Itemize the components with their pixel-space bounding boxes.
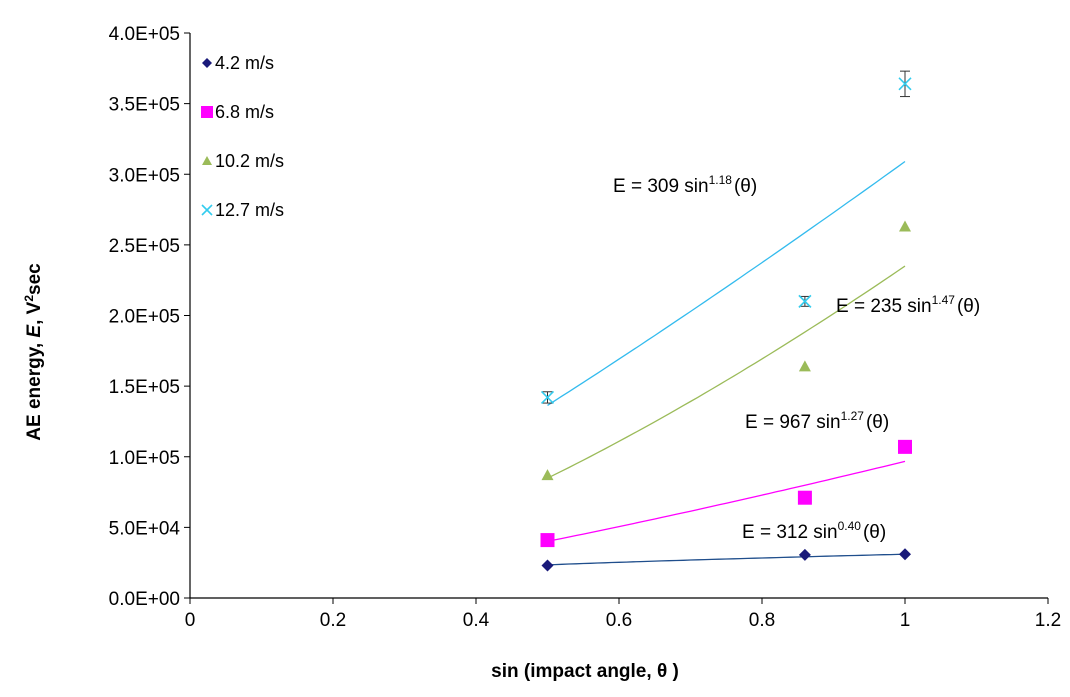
equation-10-2-suffix: (θ) xyxy=(957,296,980,317)
legend-marker-12-7-m-s xyxy=(201,204,213,216)
y-axis-title-part3: sec xyxy=(24,263,45,295)
equation-10-2: E = 235 sin1.47 (θ) xyxy=(836,293,980,317)
x-axis-title-symbol: θ xyxy=(657,661,667,682)
x-axis-title: sin (impact angle, θ ) xyxy=(491,661,679,682)
fit-line-10-2-m-s xyxy=(547,265,906,479)
y-ticks: 0.0E+00 5.0E+04 1.0E+05 1.5E+05 2.0E+05 2.5E+… xyxy=(109,24,190,610)
y-tick-label: 2.5E+05 xyxy=(109,236,180,257)
fit-line-4-2-m-s xyxy=(547,553,906,566)
equation-12-7-exponent: 1.18 xyxy=(709,173,733,187)
point-6-8-m-s xyxy=(797,490,812,505)
legend-marker-4-2-m-s xyxy=(202,58,212,68)
point-6-8-m-s xyxy=(540,533,555,548)
point-10-2-m-s xyxy=(899,220,911,232)
equation-4-2-prefix: E = 312 sin xyxy=(742,522,838,543)
y-axis-title-sup: 2 xyxy=(22,295,36,302)
equation-10-2-exponent: 1.47 xyxy=(932,293,956,307)
fit-line-12-7-m-s xyxy=(547,160,906,406)
x-tick-label: 0.8 xyxy=(749,610,775,631)
legend-marker-6-8-m-s xyxy=(201,106,213,118)
y-tick-label: 1.0E+05 xyxy=(109,448,180,469)
y-tick-label: 1.5E+05 xyxy=(109,377,180,398)
x-axis-title-end: ) xyxy=(667,661,679,682)
fit-line-6-8-m-s xyxy=(547,460,906,543)
y-tick-label: 5.0E+04 xyxy=(109,518,181,539)
x-ticks: 0 0.2 0.4 0.6 0.8 1 1.2 xyxy=(185,598,1061,631)
equation-4-2-exponent: 0.40 xyxy=(838,519,862,533)
legend-label-12-7-m-s: 12.7 m/s xyxy=(215,200,284,220)
point-4-2-m-s xyxy=(798,548,811,561)
legend-label-4-2-m-s: 4.2 m/s xyxy=(215,53,274,73)
equation-4-2-suffix: (θ) xyxy=(863,522,886,543)
equation-10-2-prefix: E = 235 sin xyxy=(836,296,932,317)
y-tick-label: 0.0E+00 xyxy=(109,589,180,610)
point-12-7-m-s xyxy=(798,294,812,308)
legend-marker-10-2-m-s xyxy=(202,156,212,165)
y-axis-title-part1: AE energy, xyxy=(24,338,45,441)
points xyxy=(540,70,912,572)
y-axis-title: AE energy, E, V2sec xyxy=(22,263,45,441)
equation-4-2: E = 312 sin0.40 (θ) xyxy=(742,519,886,543)
x-tick-label: 1 xyxy=(900,610,911,631)
point-10-2-m-s xyxy=(798,360,811,372)
equation-6-8-suffix: (θ) xyxy=(866,412,889,433)
y-axis-title-part2: , V xyxy=(24,301,45,325)
equation-6-8: E = 967 sin1.27 (θ) xyxy=(745,409,889,433)
point-12-7-m-s xyxy=(898,77,912,91)
point-4-2-m-s xyxy=(541,559,554,572)
x-tick-label: 1.2 xyxy=(1035,610,1061,631)
equation-6-8-exponent: 1.27 xyxy=(841,409,865,423)
x-axis-title-main: sin (impact angle, xyxy=(491,661,657,682)
point-6-8-m-s xyxy=(898,439,912,454)
y-axis-title-italic: E xyxy=(24,324,45,338)
y-tick-label: 3.0E+05 xyxy=(109,165,180,186)
y-tick-label: 3.5E+05 xyxy=(109,95,180,116)
y-tick-label: 4.0E+05 xyxy=(109,24,180,45)
x-tick-label: 0.4 xyxy=(463,610,490,631)
point-12-7-m-s xyxy=(540,390,555,404)
x-tick-label: 0.2 xyxy=(320,610,346,631)
equation-12-7: E = 309 sin1.18 (θ) xyxy=(613,173,757,197)
legend-label-6-8-m-s: 6.8 m/s xyxy=(215,102,274,122)
legend-label-10-2-m-s: 10.2 m/s xyxy=(215,151,284,171)
x-tick-label: 0 xyxy=(185,610,196,631)
equation-12-7-prefix: E = 309 sin xyxy=(613,176,709,197)
point-10-2-m-s xyxy=(541,469,554,481)
legend: 4.2 m/s 6.8 m/s 10.2 m/s 12.7 m/s xyxy=(201,53,284,220)
y-tick-label: 2.0E+05 xyxy=(109,307,180,328)
equation-6-8-prefix: E = 967 sin xyxy=(745,412,841,433)
fit-lines xyxy=(547,160,906,566)
point-4-2-m-s xyxy=(899,548,911,561)
equation-12-7-suffix: (θ) xyxy=(734,176,757,197)
x-tick-label: 0.6 xyxy=(606,610,632,631)
